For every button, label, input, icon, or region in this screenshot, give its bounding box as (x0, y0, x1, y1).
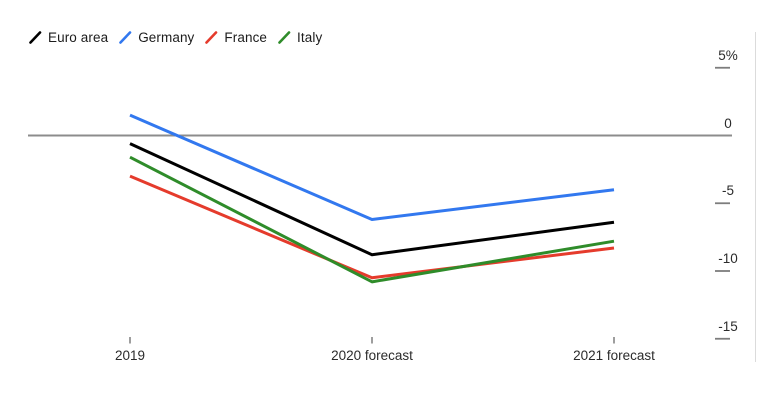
legend-slash-icon (119, 31, 132, 44)
legend-item-italy: Italy (278, 30, 322, 45)
legend-slash-icon (205, 31, 218, 44)
legend-label: Euro area (48, 30, 109, 45)
series-line-italy (129, 155, 615, 284)
x-tick-label: 2019 (114, 348, 146, 363)
legend-slash-icon (278, 31, 291, 44)
legend: Euro area Germany France Italy (29, 30, 322, 45)
series-line-germany (129, 113, 615, 222)
y-tick-label: 5% (718, 47, 738, 63)
legend-label: France (224, 30, 268, 45)
legend-slash-icon (29, 31, 42, 44)
series-line-france (129, 174, 615, 280)
legend-item-france: France (205, 30, 267, 45)
legend-item-germany: Germany (119, 30, 194, 45)
legend-label: Italy (297, 30, 323, 45)
legend-item-euro-area: Euro area (29, 30, 108, 45)
x-tick-label: 2021 forecast (573, 348, 655, 363)
y-tick-label: -10 (718, 251, 738, 266)
y-tick-label: 0 (724, 115, 732, 131)
y-tick-label: -5 (721, 183, 734, 199)
x-tick-label: 2020 forecast (331, 348, 413, 363)
y-tick-label: -15 (718, 318, 738, 334)
legend-label: Germany (138, 30, 195, 45)
series-line-euro-area (129, 142, 615, 257)
